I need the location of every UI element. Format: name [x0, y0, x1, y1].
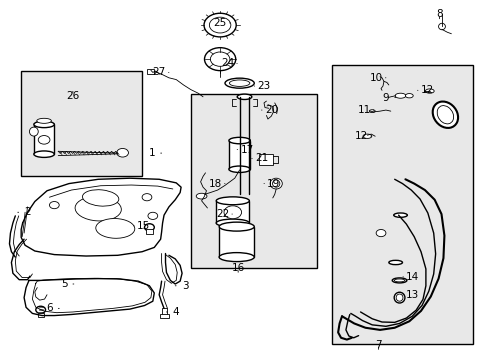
- Text: 1: 1: [148, 148, 161, 158]
- Circle shape: [36, 306, 45, 314]
- Circle shape: [144, 224, 154, 231]
- Bar: [259, 154, 272, 165]
- Text: 12: 12: [354, 131, 370, 141]
- Ellipse shape: [219, 222, 254, 231]
- Bar: [161, 309, 167, 316]
- Bar: [21, 71, 142, 176]
- Ellipse shape: [425, 89, 433, 93]
- Bar: [38, 313, 43, 317]
- Ellipse shape: [368, 110, 374, 113]
- Text: 17: 17: [237, 144, 253, 154]
- Ellipse shape: [228, 166, 250, 172]
- Bar: [34, 125, 54, 154]
- Ellipse shape: [432, 102, 457, 128]
- Ellipse shape: [388, 260, 402, 265]
- Text: 18: 18: [208, 179, 224, 189]
- Ellipse shape: [395, 294, 402, 301]
- Text: 27: 27: [152, 67, 168, 77]
- Text: 19: 19: [264, 179, 280, 189]
- Circle shape: [117, 148, 128, 157]
- Text: 7: 7: [374, 340, 381, 350]
- Text: 24: 24: [221, 58, 237, 68]
- Ellipse shape: [436, 105, 453, 124]
- Text: 6: 6: [46, 303, 59, 314]
- Circle shape: [49, 202, 59, 209]
- Bar: [219, 226, 254, 257]
- Ellipse shape: [228, 137, 250, 144]
- Text: 20: 20: [261, 105, 277, 115]
- Circle shape: [224, 206, 241, 219]
- Text: 3: 3: [175, 281, 188, 291]
- Ellipse shape: [29, 127, 38, 136]
- Ellipse shape: [216, 197, 249, 205]
- Ellipse shape: [34, 151, 54, 157]
- Ellipse shape: [224, 78, 254, 88]
- Circle shape: [210, 52, 229, 66]
- Circle shape: [209, 17, 230, 33]
- Text: 8: 8: [435, 9, 442, 19]
- Text: 11: 11: [357, 105, 373, 115]
- Ellipse shape: [96, 219, 135, 238]
- Ellipse shape: [269, 178, 282, 189]
- Text: 21: 21: [251, 153, 267, 163]
- Circle shape: [204, 48, 235, 71]
- Ellipse shape: [37, 118, 51, 123]
- Ellipse shape: [82, 190, 119, 206]
- Text: 15: 15: [134, 221, 150, 231]
- Text: 23: 23: [254, 81, 270, 91]
- Text: 13: 13: [402, 290, 419, 300]
- Circle shape: [142, 194, 152, 201]
- Ellipse shape: [438, 23, 445, 30]
- Ellipse shape: [34, 121, 54, 128]
- Ellipse shape: [391, 278, 406, 283]
- Ellipse shape: [196, 193, 206, 199]
- Ellipse shape: [272, 180, 279, 187]
- Ellipse shape: [394, 93, 405, 98]
- Bar: [146, 229, 153, 234]
- Bar: [216, 201, 249, 223]
- Text: 25: 25: [213, 18, 229, 28]
- Bar: [190, 94, 316, 268]
- Text: 4: 4: [166, 307, 179, 317]
- Ellipse shape: [393, 292, 404, 303]
- Ellipse shape: [216, 219, 249, 227]
- Circle shape: [148, 212, 158, 220]
- Ellipse shape: [362, 134, 371, 138]
- Ellipse shape: [219, 253, 254, 262]
- Text: 16: 16: [231, 263, 244, 273]
- Ellipse shape: [393, 213, 407, 217]
- Bar: [331, 64, 472, 344]
- Ellipse shape: [237, 94, 251, 99]
- Text: 10: 10: [369, 73, 385, 83]
- Text: 14: 14: [402, 272, 419, 282]
- Ellipse shape: [229, 80, 249, 86]
- Text: 12: 12: [417, 85, 433, 95]
- Ellipse shape: [75, 197, 121, 221]
- Text: 22: 22: [216, 209, 232, 219]
- Ellipse shape: [393, 279, 404, 282]
- Bar: [147, 69, 154, 74]
- Text: 2: 2: [18, 207, 31, 217]
- Text: 5: 5: [61, 279, 74, 289]
- Circle shape: [38, 135, 50, 144]
- Bar: [228, 140, 250, 169]
- Ellipse shape: [405, 94, 412, 98]
- Circle shape: [375, 229, 385, 237]
- Bar: [160, 315, 168, 318]
- Text: 9: 9: [382, 93, 395, 103]
- Circle shape: [203, 13, 236, 37]
- Text: 26: 26: [66, 91, 80, 101]
